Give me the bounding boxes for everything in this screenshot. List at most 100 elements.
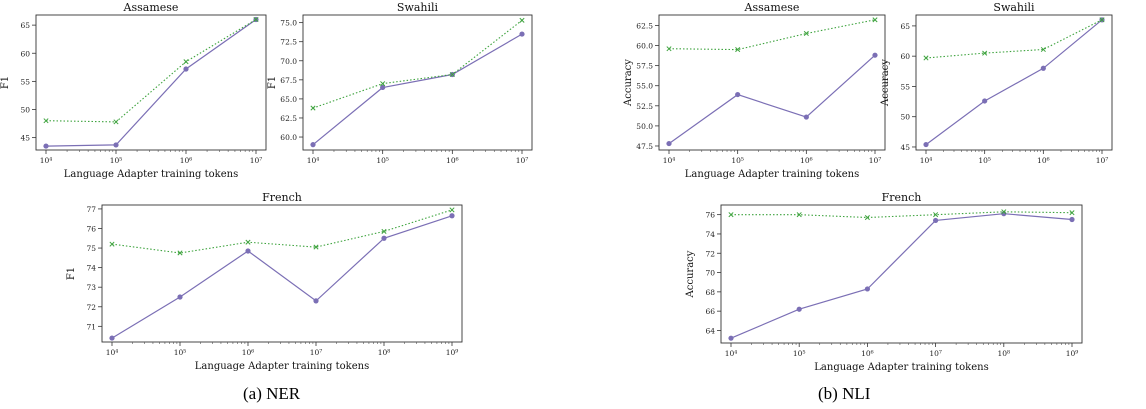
y-axis-label: Accuracy — [623, 59, 634, 107]
x-tick-label: 10⁶ — [861, 349, 874, 358]
data-point — [177, 294, 183, 300]
y-tick-label: 70 — [705, 269, 715, 278]
y-tick-label: 47.5 — [636, 142, 653, 151]
y-tick-label: 60 — [20, 49, 30, 58]
data-point — [933, 212, 939, 218]
data-point — [803, 114, 809, 120]
x-tick-label: 10⁷ — [1096, 156, 1109, 165]
chart-title: French — [262, 191, 302, 204]
data-point — [796, 306, 802, 312]
x-tick-label: 10⁶ — [800, 156, 813, 165]
y-tick-label: 74 — [705, 230, 715, 239]
data-point — [872, 17, 878, 23]
data-point — [449, 207, 455, 213]
y-tick-label: 50 — [20, 106, 30, 115]
x-tick-label: 10⁹ — [446, 348, 459, 357]
x-tick-label: 10⁷ — [310, 348, 323, 357]
chart-nli-french: French Language Adapter training tokens Ac… — [685, 191, 1083, 373]
chart-nli-assamese: Assamese Language Adapter training tokens… — [623, 1, 886, 180]
y-tick-label: 55 — [900, 82, 910, 91]
x-tick-label: 10⁶ — [242, 348, 255, 357]
x-tick-label: 10⁶ — [180, 156, 193, 165]
plot-frame — [720, 204, 1083, 344]
data-point — [1069, 216, 1075, 223]
data-point — [183, 59, 189, 65]
data-point — [310, 105, 316, 111]
data-point — [1099, 17, 1105, 23]
data-point — [380, 81, 386, 87]
data-point — [735, 47, 741, 53]
data-point — [923, 55, 929, 61]
y-tick-label: 64 — [705, 326, 715, 335]
y-tick-label: 52.5 — [636, 102, 653, 111]
data-point — [43, 118, 49, 124]
x-tick-label: 10⁴ — [663, 156, 676, 165]
y-tick-label: 65 — [900, 22, 910, 31]
data-point — [109, 241, 115, 247]
y-axis-label: F1 — [0, 76, 11, 89]
y-tick-label: 45 — [900, 143, 910, 152]
data-point — [864, 214, 870, 221]
data-point — [449, 213, 455, 219]
chart-title: Assamese — [123, 1, 179, 14]
chart-title: Assamese — [744, 1, 800, 14]
x-axis-label: Language Adapter training tokens — [64, 169, 238, 180]
x-axis-label: Language Adapter training tokens — [685, 169, 859, 180]
data-point — [313, 298, 319, 304]
data-point — [519, 31, 525, 37]
y-axis-label: F1 — [267, 76, 278, 89]
series-line-dotted — [45, 19, 257, 123]
data-point — [381, 228, 387, 234]
y-tick-label: 76 — [705, 211, 715, 220]
data-point — [113, 142, 119, 148]
series-line-dotted — [111, 209, 453, 254]
data-point — [796, 212, 802, 218]
data-point — [933, 217, 939, 224]
x-tick-label: 10⁴ — [106, 348, 119, 357]
data-point — [982, 50, 988, 56]
data-point — [313, 244, 319, 250]
chart-ner-swahili: Swahili F1 10⁴ 10⁵ 10⁶ 10⁷ 60.0 62.5 65.0 67.5 70.… — [267, 1, 533, 165]
data-point — [735, 91, 741, 98]
series-line-dotted — [925, 19, 1103, 59]
data-point — [253, 16, 259, 23]
y-tick-label: 77 — [86, 205, 96, 214]
y-tick-label: 60.0 — [636, 42, 653, 51]
data-point — [381, 235, 387, 241]
series-line-solid — [312, 33, 523, 146]
y-tick-label: 50.0 — [636, 122, 653, 131]
x-tick-label: 10⁴ — [725, 349, 738, 358]
plot-frame — [302, 14, 533, 151]
plot-frame — [101, 204, 463, 343]
series-line-solid — [730, 213, 1073, 339]
y-tick-label: 76 — [86, 224, 96, 233]
plot-frame — [658, 14, 886, 151]
series-line-solid — [925, 19, 1103, 146]
data-point — [666, 140, 672, 147]
series-line-dotted — [668, 19, 876, 51]
plot-frame — [35, 14, 267, 151]
x-tick-label: 10⁷ — [516, 156, 529, 165]
y-tick-label: 72 — [705, 249, 715, 258]
y-axis-label: Accuracy — [685, 250, 696, 298]
y-tick-label: 57.5 — [636, 62, 653, 71]
y-tick-label: 65.0 — [280, 95, 297, 104]
plot-frame — [915, 14, 1113, 151]
data-point — [982, 98, 988, 104]
y-tick-label: 74 — [86, 264, 96, 273]
data-point — [245, 248, 251, 254]
x-tick-label: 10⁸ — [378, 348, 391, 357]
x-tick-label: 10⁵ — [110, 156, 123, 165]
series-line-solid — [45, 19, 257, 147]
x-tick-label: 10⁴ — [307, 156, 320, 165]
x-tick-label: 10⁹ — [1066, 349, 1079, 358]
series-line-solid — [111, 215, 453, 339]
y-tick-label: 70.0 — [280, 57, 297, 66]
chart-ner-french: French Language Adapter training tokens F1… — [66, 191, 463, 372]
data-point — [177, 250, 183, 256]
data-point — [113, 119, 119, 125]
y-tick-label: 66 — [705, 307, 715, 316]
data-point — [872, 52, 878, 58]
data-point — [43, 143, 49, 149]
y-tick-label: 73 — [86, 283, 96, 292]
